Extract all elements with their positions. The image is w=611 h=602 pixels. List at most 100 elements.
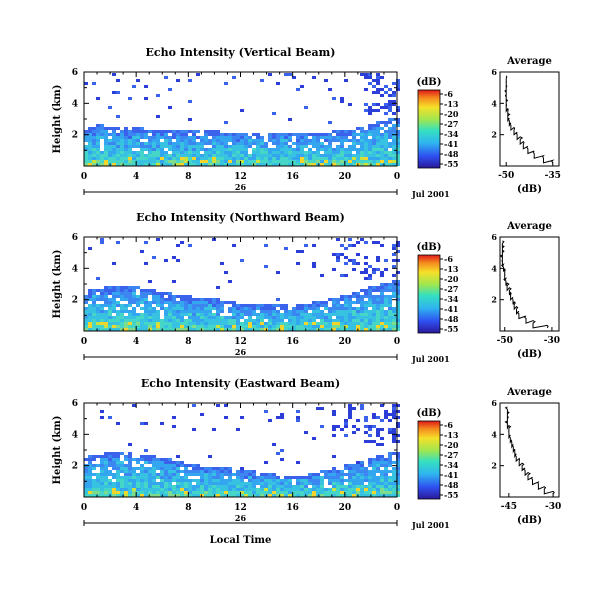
- heatmap-cell: [332, 253, 336, 256]
- heatmap-cell: [256, 316, 260, 319]
- heatmap-cell: [212, 479, 216, 482]
- heatmap-cell: [380, 313, 384, 316]
- heatmap-cell: [152, 154, 156, 157]
- heatmap-cell: [128, 476, 132, 479]
- heatmap-cell: [376, 316, 380, 319]
- heatmap-cell: [204, 304, 208, 307]
- heatmap-cell: [184, 298, 188, 301]
- heatmap-cell: [100, 416, 104, 419]
- heatmap-cell: [96, 322, 100, 325]
- heatmap-cell: [212, 467, 216, 470]
- heatmap-cell: [396, 79, 400, 82]
- heatmap-cell: [116, 91, 120, 94]
- heatmap-cell: [112, 325, 116, 328]
- heatmap-cell: [136, 482, 140, 485]
- heatmap-cell: [232, 244, 236, 247]
- heatmap-cell: [104, 130, 108, 133]
- heatmap-cell: [236, 491, 240, 494]
- heatmap-cell: [204, 133, 208, 136]
- heatmap-cell: [140, 301, 144, 304]
- heatmap-cell: [356, 464, 360, 467]
- heatmap-cell: [340, 295, 344, 298]
- heatmap-cell: [364, 160, 368, 163]
- heatmap-cell: [236, 476, 240, 479]
- heatmap-cell: [144, 473, 148, 476]
- heatmap-cell: [376, 139, 380, 142]
- heatmap-cell: [284, 316, 288, 319]
- heatmap-cell: [320, 479, 324, 482]
- heatmap-cell: [380, 404, 384, 407]
- heatmap-cell: [356, 485, 360, 488]
- heatmap-cell: [128, 473, 132, 476]
- heatmap-cell: [188, 295, 192, 298]
- heatmap-cell: [336, 476, 340, 479]
- heatmap-cell: [188, 145, 192, 148]
- heatmap-cell: [376, 124, 380, 127]
- heatmap-cell: [392, 148, 396, 151]
- heatmap-cell: [248, 154, 252, 157]
- heatmap-cell: [200, 157, 204, 160]
- heatmap-cell: [212, 301, 216, 304]
- heatmap-cell: [244, 148, 248, 151]
- heatmap-cell: [180, 154, 184, 157]
- y-tick-label: 2: [72, 462, 78, 472]
- heatmap-cell: [264, 313, 268, 316]
- heatmap-cell: [348, 304, 352, 307]
- y-tick-label: 6: [72, 399, 78, 409]
- heatmap-cell: [84, 491, 88, 494]
- heatmap-cell: [92, 127, 96, 130]
- heatmap-cell: [148, 485, 152, 488]
- heatmap-cell: [352, 262, 356, 265]
- heatmap-cell: [372, 467, 376, 470]
- heatmap-cell: [392, 163, 396, 166]
- x-tick-label: 4: [133, 503, 139, 513]
- heatmap-cell: [332, 467, 336, 470]
- heatmap-cell: [168, 304, 172, 307]
- heatmap-cell: [96, 488, 100, 491]
- heatmap-cell: [252, 488, 256, 491]
- heatmap-cell: [384, 316, 388, 319]
- heatmap-cell: [260, 304, 264, 307]
- heatmap-cell: [280, 488, 284, 491]
- heatmap-cell: [232, 301, 236, 304]
- heatmap-cell: [212, 476, 216, 479]
- heatmap-cell: [372, 139, 376, 142]
- heatmap-cell: [208, 455, 212, 458]
- heatmap-cell: [392, 253, 396, 256]
- heatmap-cell: [92, 292, 96, 295]
- heatmap-cell: [208, 470, 212, 473]
- heatmap-cell: [320, 145, 324, 148]
- heatmap-cell: [284, 488, 288, 491]
- heatmap-cell: [284, 157, 288, 160]
- heatmap-cell: [272, 310, 276, 313]
- heatmap-cell: [212, 304, 216, 307]
- heatmap-cell: [144, 313, 148, 316]
- heatmap-cell: [96, 136, 100, 139]
- heatmap-cell: [328, 307, 332, 310]
- heatmap-cell: [172, 476, 176, 479]
- heatmap-cell: [380, 163, 384, 166]
- heatmap-cell: [384, 479, 388, 482]
- heatmap-cell: [300, 250, 304, 253]
- heatmap-cell: [108, 479, 112, 482]
- heatmap-cell: [248, 163, 252, 166]
- heatmap-cell: [152, 479, 156, 482]
- x-tick-label: 16: [286, 503, 299, 513]
- heatmap-cell: [116, 295, 120, 298]
- heatmap-cell: [200, 470, 204, 473]
- heatmap-cell: [192, 154, 196, 157]
- heatmap-cell: [352, 295, 356, 298]
- heatmap-cell: [132, 127, 136, 130]
- heatmap-cell: [380, 283, 384, 286]
- heatmap-cell: [380, 455, 384, 458]
- heatmap-cell: [376, 443, 380, 446]
- heatmap-cell: [368, 133, 372, 136]
- heatmap-cell: [164, 160, 168, 163]
- heatmap-cell: [180, 160, 184, 163]
- heatmap-cell: [88, 130, 92, 133]
- heatmap-cell: [100, 316, 104, 319]
- heatmap-cell: [160, 307, 164, 310]
- heatmap-cell: [260, 151, 264, 154]
- heatmap-cell: [240, 470, 244, 473]
- heatmap-cell: [200, 136, 204, 139]
